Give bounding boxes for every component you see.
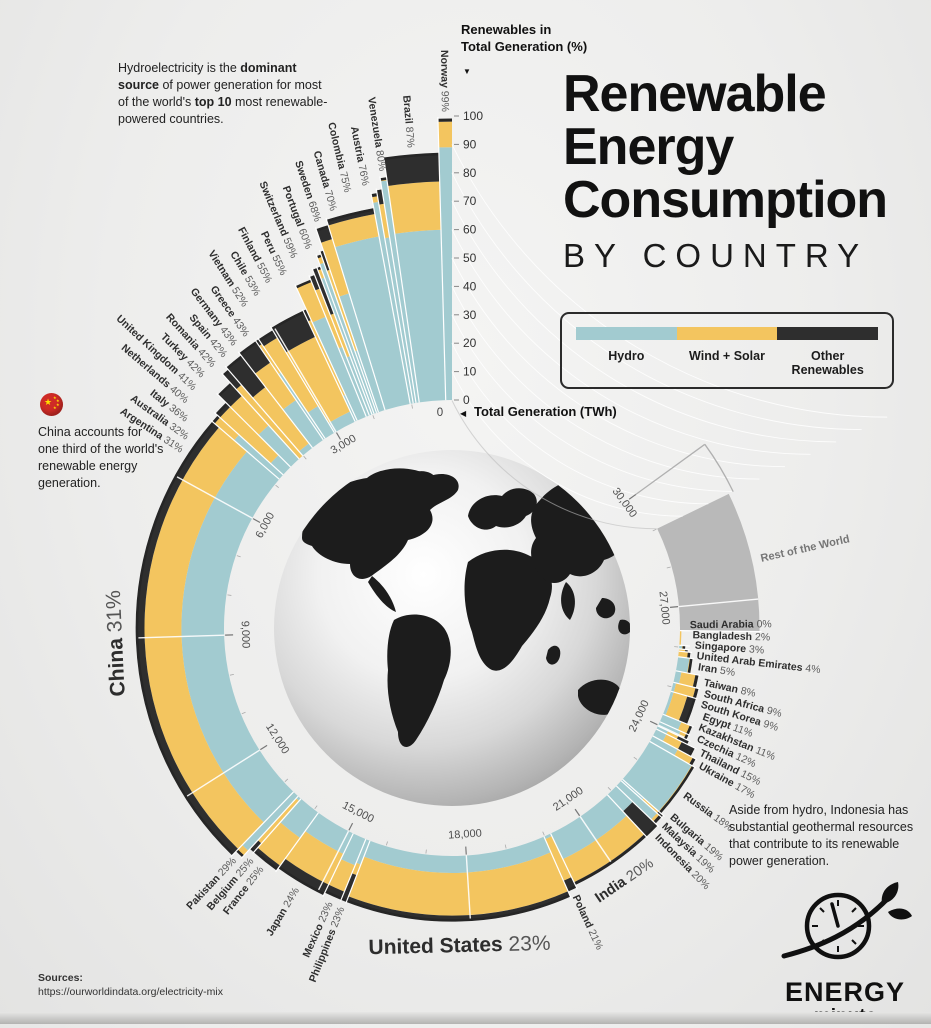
annotation-indonesia: Aside from hydro, Indonesia has substant… xyxy=(729,802,929,870)
rest-bracket-arc xyxy=(705,444,733,491)
country-label: Venezuela 80% xyxy=(365,96,388,172)
page-bottom-edge xyxy=(0,1012,931,1024)
twh-tick-label: 27,000 xyxy=(656,591,671,626)
rest-of-world-label: Rest of the World xyxy=(760,533,851,565)
legend-label-0: Hydro xyxy=(576,349,677,377)
bar-wind_solar-Saudi-Arabia xyxy=(679,631,681,646)
sources-label: Sources: xyxy=(38,972,223,984)
bar-cap-Austria xyxy=(377,191,382,192)
percent-tick-label: 80 xyxy=(463,166,477,180)
twh-tick-label: 21,000 xyxy=(551,785,586,814)
twh-tick-label: 15,000 xyxy=(340,799,375,825)
sources-block: Sources: https://ourworldindata.org/elec… xyxy=(38,972,223,998)
legend-swatch-0 xyxy=(576,327,677,340)
sources-url: https://ourworldindata.org/electricity-m… xyxy=(38,986,223,998)
percent-axis-title-line2: Total Generation (%) xyxy=(461,39,587,54)
energy-minute-logo: ENERGY — minute — xyxy=(770,878,920,1028)
twh-tick-label: 6,000 xyxy=(253,510,277,540)
country-label-big: China 31% xyxy=(102,590,130,697)
percent-tick-label: 30 xyxy=(463,308,477,322)
country-label: Japan 24% xyxy=(264,885,302,938)
annotation-china: China accounts for one third of the worl… xyxy=(38,424,166,492)
globe xyxy=(274,450,632,806)
percent-tick-label: 50 xyxy=(463,251,477,265)
bar-cap-United-Arab-Emirates xyxy=(688,652,689,658)
percent-tick-label: 100 xyxy=(463,109,483,123)
twh-axis-title: Total Generation (TWh) xyxy=(474,404,617,419)
bar-cap-Chile xyxy=(310,276,315,278)
country-label: Austria 76% xyxy=(348,125,371,186)
percent-tick-label: 70 xyxy=(463,194,477,208)
country-label: Saudi Arabia 0% xyxy=(690,618,772,631)
legend-swatch-2 xyxy=(777,327,878,340)
bar-cap-Switzerland xyxy=(317,256,321,258)
twh-tick-label: 18,000 xyxy=(448,828,482,842)
percent-tick-label: 60 xyxy=(463,223,477,237)
bar-cap-Venezuela xyxy=(380,179,386,180)
bar-wind_solar-Norway xyxy=(438,122,452,148)
infographic-title-block: Renewable Energy Consumption BY COUNTRY xyxy=(563,68,931,275)
logo-line1: ENERGY xyxy=(770,977,920,1008)
left-triangle-icon: ◀ xyxy=(460,409,467,418)
legend-label-1: Wind + Solar xyxy=(677,349,778,377)
page-title: Renewable Energy Consumption xyxy=(563,68,931,227)
country-label-big: United States 23% xyxy=(368,932,551,959)
country-label: Brazil 87% xyxy=(400,95,416,148)
page-subtitle: BY COUNTRY xyxy=(563,237,931,275)
percent-tick-label: 10 xyxy=(463,365,477,379)
percent-axis-title-line1: Renewables in xyxy=(461,22,551,37)
twh-tick-label: 30,000 xyxy=(610,486,639,520)
stopwatch-leaf-icon xyxy=(770,878,920,970)
country-label: Bangladesh 2% xyxy=(692,629,770,643)
twh-tick-label: 24,000 xyxy=(627,698,652,734)
twh-tick-label: 9,000 xyxy=(239,621,252,649)
percent-tick-label: 0 xyxy=(463,393,470,407)
legend-swatch-1 xyxy=(677,327,778,340)
china-flag-icon: ★★★★★ xyxy=(40,393,63,416)
percent-tick-label: 90 xyxy=(463,137,477,151)
twh-tick-label: 3,000 xyxy=(329,432,359,456)
percent-tick-label: 40 xyxy=(463,279,477,293)
country-label: Norway 99% xyxy=(438,50,451,112)
down-triangle-icon: ▼ xyxy=(463,67,471,76)
percent-tick-label: 20 xyxy=(463,336,477,350)
bar-hydro-Iran xyxy=(676,657,690,673)
bar-wind_solar-Brazil xyxy=(388,181,441,233)
annotation-hydro: Hydroelectricity is the dominant source … xyxy=(118,60,330,128)
bar-cap-Finland xyxy=(313,269,317,271)
bar-rest-of-world xyxy=(657,494,759,632)
legend-color-bar xyxy=(576,327,878,340)
twh-zero-label: 0 xyxy=(437,407,443,419)
twh-tick-label: 12,000 xyxy=(263,721,291,756)
bar-cap-Colombia xyxy=(371,194,377,195)
legend-label-2: Other Renewables xyxy=(777,349,878,377)
